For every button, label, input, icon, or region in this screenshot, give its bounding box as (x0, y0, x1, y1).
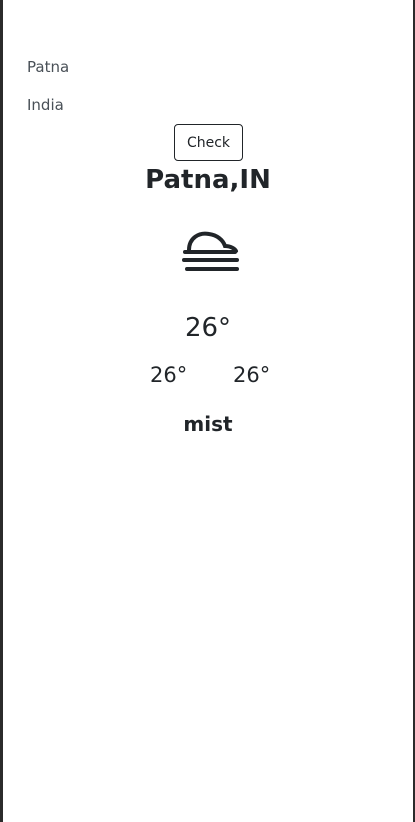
country-input[interactable] (27, 93, 347, 117)
mist-icon (182, 231, 239, 271)
location-title: Patna,IN (145, 165, 271, 195)
min-temperature: 26° (150, 363, 188, 387)
max-temperature: 26° (233, 363, 271, 387)
check-button[interactable]: Check (174, 124, 243, 161)
city-input[interactable] (27, 55, 347, 79)
weather-description: mist (183, 412, 233, 436)
current-temperature: 26° (184, 313, 232, 343)
